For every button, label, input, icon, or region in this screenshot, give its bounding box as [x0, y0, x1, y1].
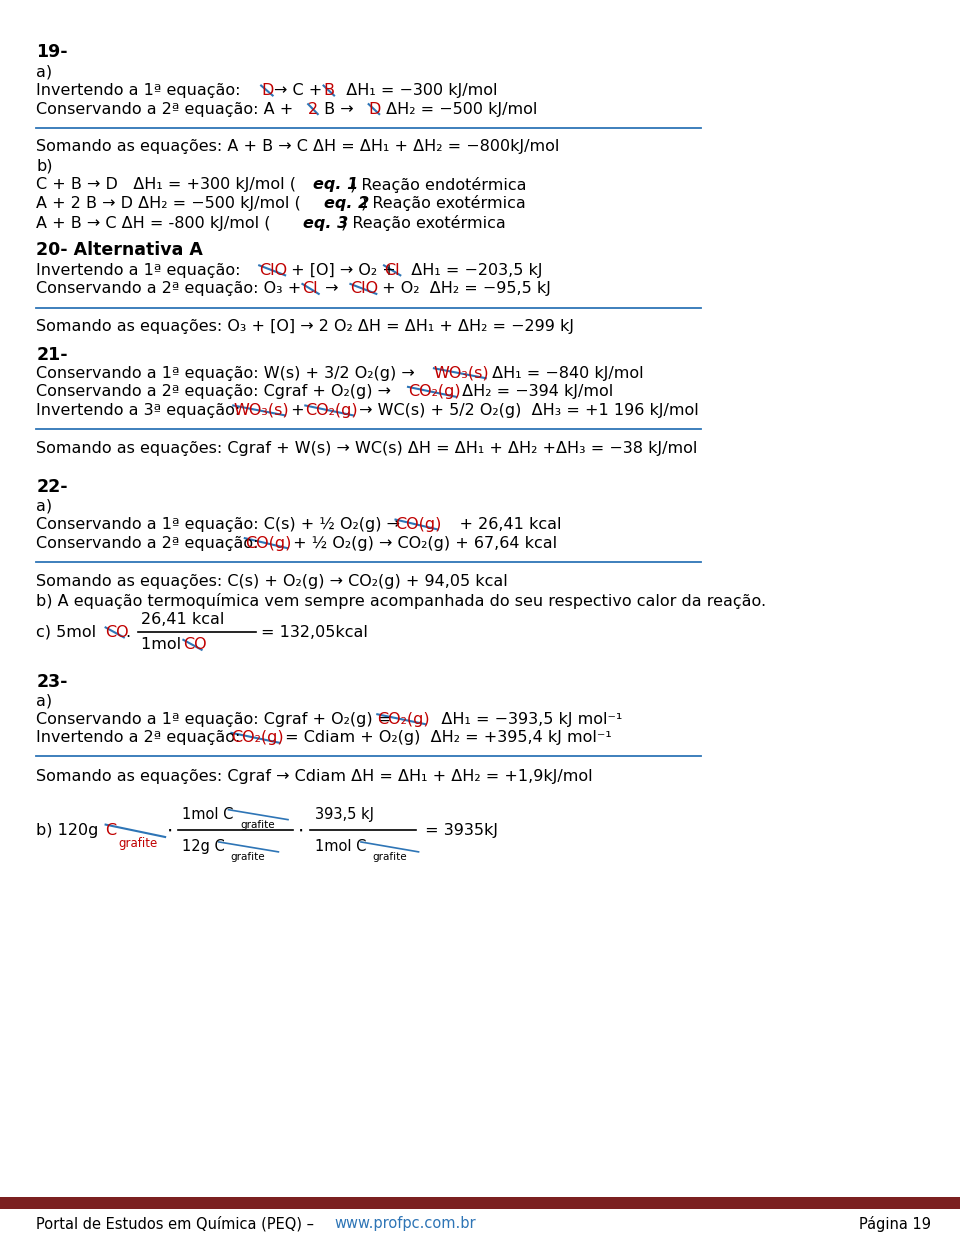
Text: A + B → C ΔH = -800 kJ/mol (: A + B → C ΔH = -800 kJ/mol (	[36, 216, 271, 231]
Text: grafite: grafite	[240, 820, 275, 830]
Text: C: C	[106, 823, 117, 838]
Text: b) 120g: b) 120g	[36, 823, 104, 838]
Text: Portal de Estudos em Química (PEQ) –: Portal de Estudos em Química (PEQ) –	[36, 1216, 319, 1231]
Text: 26,41 kcal: 26,41 kcal	[141, 613, 225, 627]
Text: WO₃(s): WO₃(s)	[434, 366, 490, 381]
Text: B →: B →	[319, 102, 358, 117]
Text: CO: CO	[106, 625, 130, 640]
Text: A + 2 B → D ΔH₂ = −500 kJ/mol (: A + 2 B → D ΔH₂ = −500 kJ/mol (	[36, 196, 301, 211]
Text: .: .	[125, 625, 130, 640]
Text: CO₂(g): CO₂(g)	[377, 712, 430, 727]
Text: eq. 3: eq. 3	[303, 216, 348, 231]
Text: 19-: 19-	[36, 43, 68, 61]
Text: ) Reação exotérmica: ) Reação exotérmica	[361, 196, 526, 211]
Text: = 132,05kcal: = 132,05kcal	[261, 625, 368, 640]
Text: CO₂(g): CO₂(g)	[305, 403, 358, 418]
Text: a): a)	[36, 64, 53, 79]
Text: Cl: Cl	[302, 281, 318, 296]
Text: eq. 2: eq. 2	[324, 196, 369, 211]
Text: 393,5 kJ: 393,5 kJ	[315, 807, 373, 822]
Text: Conservando a 1ª equação: W(s) + 3/2 O₂(g) →: Conservando a 1ª equação: W(s) + 3/2 O₂(…	[36, 366, 420, 381]
Text: a): a)	[36, 498, 53, 513]
Text: Conservando a 1ª equação: Cgraf + O₂(g) =: Conservando a 1ª equação: Cgraf + O₂(g) …	[36, 712, 396, 727]
Text: 23-: 23-	[36, 673, 68, 691]
Text: Conservando a 2ª equação: A +: Conservando a 2ª equação: A +	[36, 102, 299, 117]
Text: CO₂(g): CO₂(g)	[231, 730, 284, 745]
Text: ΔH₁ = −393,5 kJ mol⁻¹: ΔH₁ = −393,5 kJ mol⁻¹	[426, 712, 623, 727]
Text: D: D	[369, 102, 381, 117]
Text: ) Reação endotérmica: ) Reação endotérmica	[350, 177, 527, 192]
Text: →: →	[320, 281, 344, 296]
Text: Página 19: Página 19	[859, 1216, 931, 1231]
Text: ΔH₁ = −203,5 kJ: ΔH₁ = −203,5 kJ	[401, 263, 542, 278]
Text: Somando as equações: Cgraf → Cdiam ΔH = ΔH₁ + ΔH₂ = +1,9kJ/mol: Somando as equações: Cgraf → Cdiam ΔH = …	[36, 769, 593, 784]
Text: CO(g): CO(g)	[396, 517, 442, 532]
Text: + [O] → O₂ +: + [O] → O₂ +	[286, 263, 401, 278]
Text: +: +	[286, 403, 310, 418]
Text: WO₃(s): WO₃(s)	[233, 403, 289, 418]
Text: Conservando a 1ª equação: C(s) + ½ O₂(g) →: Conservando a 1ª equação: C(s) + ½ O₂(g)…	[36, 517, 406, 532]
Text: 22-: 22-	[36, 479, 68, 496]
Text: → C +: → C +	[274, 83, 327, 98]
Text: grafite: grafite	[118, 837, 157, 849]
Text: 2: 2	[308, 102, 319, 117]
Text: + ½ O₂(g) → CO₂(g) + 67,64 kcal: + ½ O₂(g) → CO₂(g) + 67,64 kcal	[288, 536, 557, 551]
Text: www.profpc.com.br: www.profpc.com.br	[334, 1216, 476, 1231]
Text: = 3935kJ: = 3935kJ	[420, 823, 498, 838]
Text: Invertendo a 3ª equação:: Invertendo a 3ª equação:	[36, 403, 246, 418]
Text: CO: CO	[183, 637, 207, 652]
Text: Conservando a 2ª equação:: Conservando a 2ª equação:	[36, 536, 264, 551]
Text: 1mol C: 1mol C	[315, 839, 367, 854]
Text: ) Reação exotérmica: ) Reação exotérmica	[341, 216, 506, 231]
Text: B: B	[324, 83, 334, 98]
Text: 21-: 21-	[36, 346, 68, 363]
Text: ΔH₂ = −500 kJ/mol: ΔH₂ = −500 kJ/mol	[381, 102, 538, 117]
Text: Conservando a 2ª equação: O₃ +: Conservando a 2ª equação: O₃ +	[36, 281, 307, 296]
Text: = Cdiam + O₂(g)  ΔH₂ = +395,4 kJ mol⁻¹: = Cdiam + O₂(g) ΔH₂ = +395,4 kJ mol⁻¹	[280, 730, 612, 745]
Text: CO(g): CO(g)	[245, 536, 291, 551]
Text: Somando as equações: C(s) + O₂(g) → CO₂(g) + 94,05 kcal: Somando as equações: C(s) + O₂(g) → CO₂(…	[36, 574, 508, 589]
Text: 1mol: 1mol	[141, 637, 186, 652]
Text: 20- Alternativa A: 20- Alternativa A	[36, 242, 204, 259]
Text: ΔH₁ = −300 kJ/mol: ΔH₁ = −300 kJ/mol	[336, 83, 497, 98]
Text: grafite: grafite	[372, 852, 407, 862]
Text: Somando as equações: Cgraf + W(s) → WC(s) ΔH = ΔH₁ + ΔH₂ +ΔH₃ = −38 kJ/mol: Somando as equações: Cgraf + W(s) → WC(s…	[36, 441, 698, 456]
Text: Somando as equações: A + B → C ΔH = ΔH₁ + ΔH₂ = −800kJ/mol: Somando as equações: A + B → C ΔH = ΔH₁ …	[36, 139, 560, 154]
Text: ⋅: ⋅	[167, 821, 174, 841]
Text: Invertendo a 2ª equação:: Invertendo a 2ª equação:	[36, 730, 246, 745]
Text: c) 5mol: c) 5mol	[36, 625, 102, 640]
Text: + O₂  ΔH₂ = −95,5 kJ: + O₂ ΔH₂ = −95,5 kJ	[377, 281, 551, 296]
Text: ClO: ClO	[259, 263, 287, 278]
Text: Conservando a 2ª equação: Cgraf + O₂(g) →: Conservando a 2ª equação: Cgraf + O₂(g) …	[36, 384, 396, 399]
Text: Cl: Cl	[384, 263, 399, 278]
Text: Somando as equações: O₃ + [O] → 2 O₂ ΔH = ΔH₁ + ΔH₂ = −299 kJ: Somando as equações: O₃ + [O] → 2 O₂ ΔH …	[36, 319, 574, 334]
Text: 1mol C: 1mol C	[182, 807, 234, 822]
Text: ⋅: ⋅	[298, 821, 304, 841]
Text: → WC(s) + 5/2 O₂(g)  ΔH₃ = +1 196 kJ/mol: → WC(s) + 5/2 O₂(g) ΔH₃ = +1 196 kJ/mol	[354, 403, 699, 418]
Text: ΔH₂ = −394 kJ/mol: ΔH₂ = −394 kJ/mol	[457, 384, 613, 399]
Bar	[0, 1197, 960, 1209]
Text: C + B → D   ΔH₁ = +300 kJ/mol (: C + B → D ΔH₁ = +300 kJ/mol (	[36, 177, 297, 192]
Text: CO₂(g): CO₂(g)	[408, 384, 461, 399]
Text: D: D	[261, 83, 274, 98]
Text: Invertendo a 1ª equação:: Invertendo a 1ª equação:	[36, 83, 246, 98]
Text: b) A equação termoquímica vem sempre acompanhada do seu respectivo calor da reaç: b) A equação termoquímica vem sempre aco…	[36, 594, 767, 609]
Text: eq. 1: eq. 1	[313, 177, 358, 192]
Text: 12g C: 12g C	[182, 839, 226, 854]
Text: a): a)	[36, 693, 53, 708]
Text: Invertendo a 1ª equação:: Invertendo a 1ª equação:	[36, 263, 246, 278]
Text: ClO: ClO	[350, 281, 378, 296]
Text: grafite: grafite	[230, 852, 265, 862]
Text: ΔH₁ = −840 kJ/mol: ΔH₁ = −840 kJ/mol	[487, 366, 643, 381]
Text: + 26,41 kcal: + 26,41 kcal	[439, 517, 562, 532]
Text: b): b)	[36, 159, 53, 174]
